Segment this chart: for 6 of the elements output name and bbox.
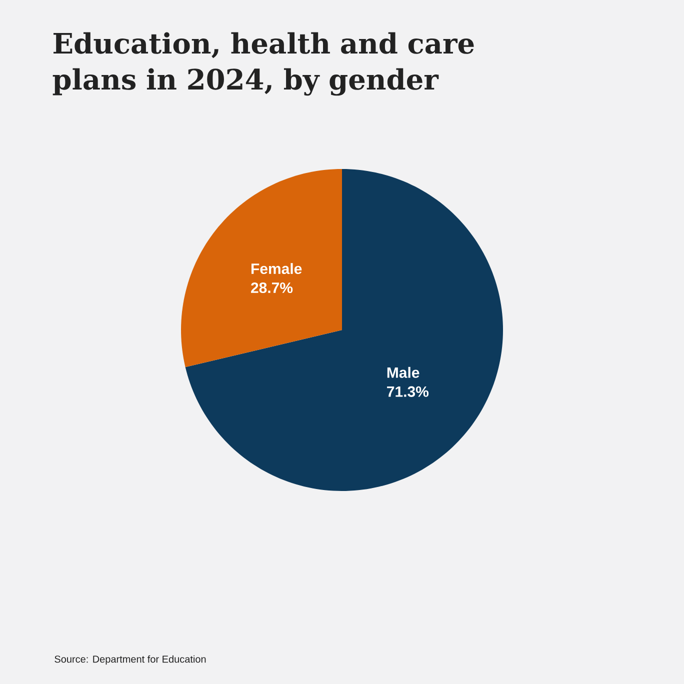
slice-label: Male bbox=[387, 366, 420, 378]
source-note: Source: Department for Education bbox=[54, 655, 206, 665]
data-label: 28.7% bbox=[251, 282, 293, 294]
chart-title: Education, health and care plans in 2024, by gender bbox=[52, 32, 474, 96]
slice-label: Female bbox=[251, 263, 302, 274]
data-label: 71.3% bbox=[387, 386, 429, 397]
